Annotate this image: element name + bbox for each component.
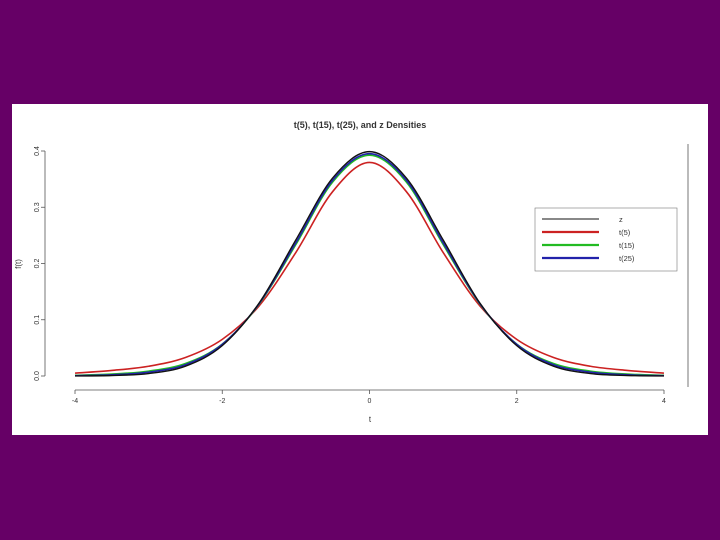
x-tick-label: 2: [515, 398, 519, 405]
series-line-t15: [74, 154, 665, 377]
y-ticks: 0.0 0.1 0.2 0.3 0.4: [34, 146, 45, 381]
density-curves: [74, 150, 665, 377]
density-chart: t(5), t(15), t(25), and z Densities 0.00…: [14, 120, 689, 424]
y-tick-label: 0.2: [34, 259, 41, 269]
series-line-t5: [74, 161, 665, 374]
legend-label: z: [619, 215, 623, 224]
y-tick-label: 0.3: [34, 202, 41, 212]
legend-label: t(25): [619, 254, 635, 263]
chart-panel: t(5), t(15), t(25), and z Densities 0.0 0…: [12, 104, 708, 435]
series-line-z: [74, 150, 665, 377]
y-tick-label: 0.1: [34, 315, 41, 325]
x-tick-label: 4: [662, 398, 666, 405]
legend-box: [534, 207, 678, 272]
y-tick-label: 0.4: [34, 146, 41, 156]
series-line-t25: [74, 152, 665, 377]
legend: z t(5) t(15) t(25): [534, 207, 678, 272]
x-ticks: -4 -2 0 2 4: [72, 390, 666, 405]
x-tick-label: 0: [368, 398, 372, 405]
legend-items: z t(5) t(15) t(25): [542, 215, 635, 263]
x-axis-label: t: [369, 415, 372, 424]
chart-title: t(5), t(15), t(25), and z Densities: [294, 120, 427, 130]
legend-label: t(5): [619, 228, 631, 237]
legend-label: t(15): [619, 241, 635, 250]
y-axis-label: f(t): [14, 259, 23, 269]
x-tick-label: -4: [72, 398, 78, 405]
x-tick-label: -2: [219, 398, 225, 405]
y-tick-label: 0.0: [34, 371, 41, 381]
